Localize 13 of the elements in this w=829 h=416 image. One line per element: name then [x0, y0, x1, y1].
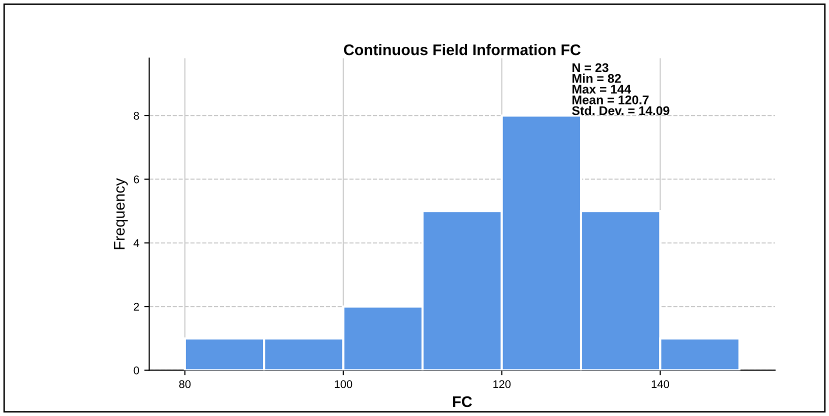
y-tick-label: 0: [134, 366, 140, 374]
chart-title: Continuous Field Information FC: [344, 44, 581, 56]
y-tick-label: 6: [134, 175, 140, 184]
x-axis-title: FC: [453, 396, 472, 408]
y-tick-label: 8: [134, 112, 140, 120]
y-tick-label: 4: [134, 239, 140, 247]
x-tick-label: 100: [334, 380, 352, 388]
x-tick-label: 120: [493, 380, 511, 388]
x-tick-label: 80: [179, 380, 191, 388]
y-axis-title: Frequency: [114, 178, 128, 250]
y-tick-label: 2: [134, 302, 139, 311]
annotation: N = 23 Min = 82 Max = 144 Mean = 120.7 Std. Dev. = 14.09: [572, 63, 670, 116]
x-tick-label: 140: [652, 380, 670, 388]
